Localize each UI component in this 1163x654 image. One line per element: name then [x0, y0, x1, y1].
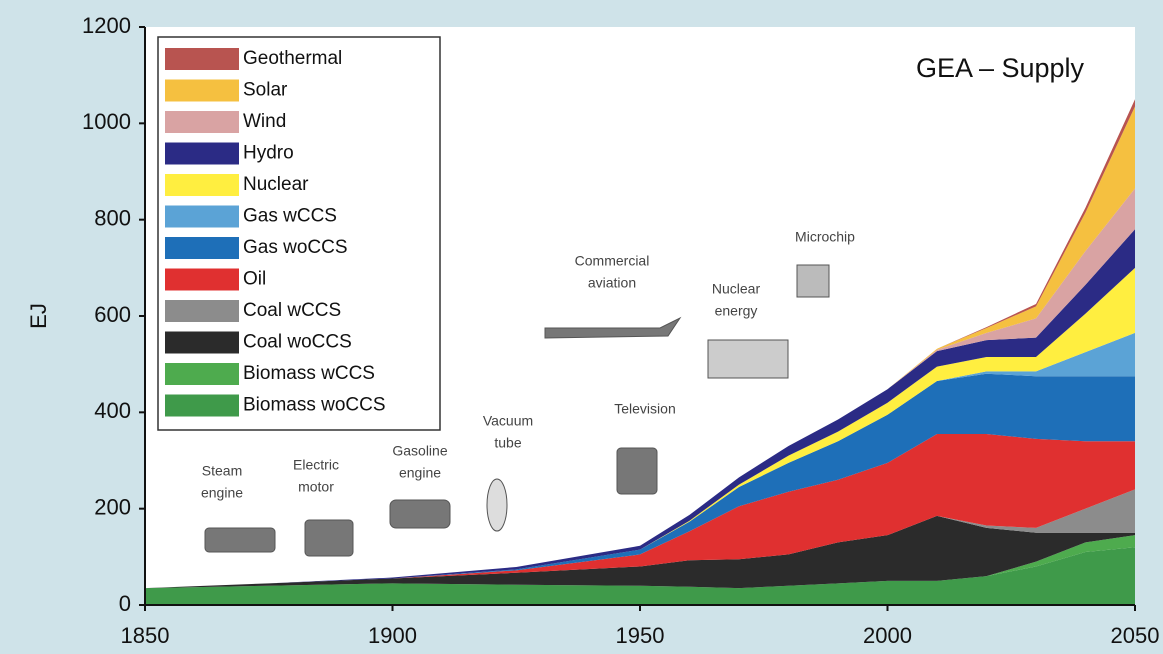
- legend-label: Gas wCCS: [243, 206, 337, 227]
- annotation: engine: [399, 465, 441, 481]
- area: [145, 515, 1135, 589]
- y-tick-label: 600: [94, 302, 131, 327]
- legend-label: Nuclear: [243, 174, 309, 195]
- legend-swatch: [165, 363, 239, 385]
- annotation: engine: [201, 485, 243, 501]
- annotation: Microchip: [795, 229, 855, 245]
- annotation: Electric: [293, 457, 339, 473]
- legend-swatch: [165, 300, 239, 322]
- x-tick-label: 2050: [1111, 623, 1160, 648]
- chart-title: GEA – Supply: [916, 53, 1085, 83]
- icons: [204, 264, 830, 557]
- legend-label: Wind: [243, 111, 286, 132]
- y-tick-label: 0: [119, 591, 131, 616]
- annotation: Steam: [202, 463, 242, 479]
- legend-label: Coal wCCS: [243, 300, 341, 321]
- annotation: Gasoline: [392, 443, 447, 459]
- icon-microchip: [796, 264, 830, 298]
- legend-label: Solar: [243, 80, 288, 101]
- legend-swatch: [165, 268, 239, 291]
- icon-airplane: [544, 316, 682, 339]
- icon-vacuum-tube: [486, 478, 508, 532]
- annotation: Nuclear: [712, 281, 761, 297]
- annotation: tube: [494, 435, 521, 451]
- x-tick-label: 2000: [863, 623, 912, 648]
- icon-electric-motor: [304, 519, 354, 557]
- area: [145, 434, 1135, 589]
- icon-nuclear: [707, 339, 789, 379]
- legend-label: Coal woCCS: [243, 332, 352, 353]
- legend-swatch: [165, 205, 239, 228]
- legend-swatch: [165, 237, 239, 259]
- annotation: Vacuum: [483, 413, 533, 429]
- y-axis-label: EJ: [26, 303, 51, 329]
- legend-swatch: [165, 79, 239, 102]
- legend-swatch: [165, 111, 239, 133]
- x-tick-label: 1850: [121, 623, 170, 648]
- legend-label: Biomass wCCS: [243, 363, 375, 384]
- y-tick-label: 1000: [82, 109, 131, 134]
- y-tick-label: 1200: [82, 13, 131, 38]
- y-tick-label: 800: [94, 205, 131, 230]
- annotation: aviation: [588, 275, 636, 291]
- legend-swatch: [165, 48, 239, 70]
- area: [145, 547, 1135, 605]
- legend-label: Hydro: [243, 143, 294, 164]
- icon-television: [616, 447, 658, 495]
- legend-swatch: [165, 331, 239, 354]
- y-tick-label: 400: [94, 398, 131, 423]
- legend-swatch: [165, 394, 239, 417]
- annotation: Commercial: [575, 253, 650, 269]
- y-tick-label: 200: [94, 494, 131, 519]
- annotation: motor: [298, 479, 334, 495]
- annotation: Television: [614, 401, 675, 417]
- icon-car: [389, 499, 451, 529]
- legend-label: Biomass woCCS: [243, 395, 386, 416]
- annotation: energy: [715, 303, 758, 319]
- x-tick-label: 1900: [368, 623, 417, 648]
- area: [145, 373, 1135, 589]
- legend-swatch: [165, 174, 239, 196]
- legend-label: Geothermal: [243, 48, 342, 69]
- x-tick-label: 1950: [616, 623, 665, 648]
- legend-swatch: [165, 142, 239, 165]
- icon-steam-engine: [204, 527, 276, 553]
- legend-label: Oil: [243, 269, 266, 290]
- legend-label: Gas woCCS: [243, 237, 348, 258]
